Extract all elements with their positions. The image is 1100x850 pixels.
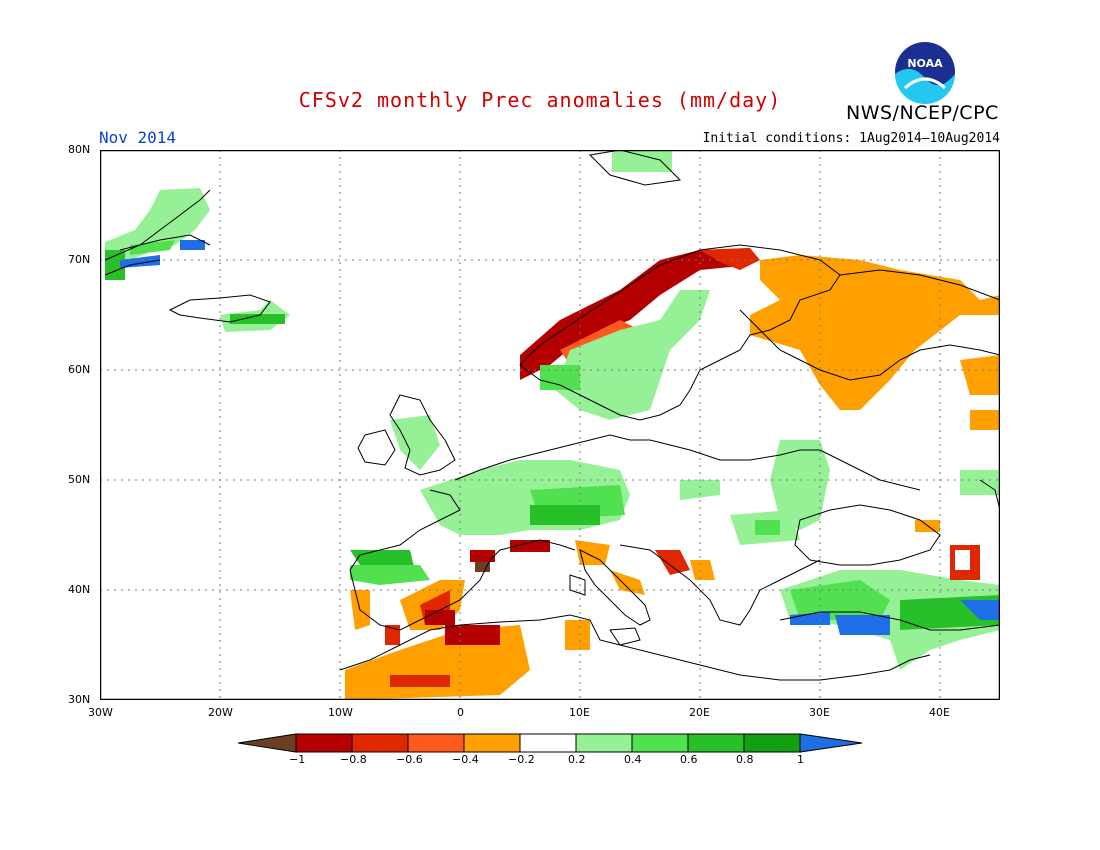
lon-label: 30W: [88, 706, 113, 719]
lon-label: 20W: [208, 706, 233, 719]
lat-label: 30N: [68, 693, 91, 706]
lon-label: 40E: [929, 706, 950, 719]
colorbar-swatch: [351, 733, 409, 753]
colorbar-label: −0.6: [396, 753, 423, 766]
colorbar-swatch: [463, 733, 521, 753]
lon-label: 10E: [569, 706, 590, 719]
coastlines: [104, 150, 1000, 681]
colorbar-label: −1: [289, 753, 306, 766]
noaa-logo: NOAA: [895, 42, 955, 104]
colorbar-label: −0.4: [452, 753, 479, 766]
anomaly-map: [100, 150, 1000, 700]
noaa-logo-text: NOAA: [907, 57, 943, 70]
colorbar-swatch: [687, 733, 745, 753]
colorbar-label: −0.2: [508, 753, 535, 766]
colorbar-label: 1: [797, 753, 804, 766]
lat-label: 60N: [68, 363, 91, 376]
lat-label: 50N: [68, 473, 91, 486]
colorbar-swatch: [519, 733, 577, 753]
colorbar-swatch: [799, 733, 863, 753]
colorbar-swatch: [575, 733, 633, 753]
colorbar-swatch: [407, 733, 465, 753]
lon-label: 30E: [809, 706, 830, 719]
map-title: CFSv2 monthly Prec anomalies (mm/day): [298, 88, 782, 112]
colorbar-label: 0.2: [568, 753, 586, 766]
colorbar-label: 0.8: [736, 753, 754, 766]
lat-label: 40N: [68, 583, 91, 596]
colorbar-swatch: [743, 733, 801, 753]
colorbar: [238, 733, 863, 753]
lon-label: 0: [457, 706, 464, 719]
colorbar-label: −0.8: [340, 753, 367, 766]
lat-label: 70N: [68, 253, 91, 266]
map-frame: [100, 150, 1000, 700]
colorbar-label: 0.4: [624, 753, 642, 766]
colorbar-swatch: [631, 733, 689, 753]
colorbar-swatch: [238, 733, 297, 753]
lon-label: 10W: [328, 706, 353, 719]
graticule: [100, 150, 1000, 700]
initial-conditions: Initial conditions: 1Aug2014–10Aug2014: [702, 131, 1000, 146]
lon-label: 20E: [689, 706, 710, 719]
colorbar-label: 0.6: [680, 753, 698, 766]
lat-label: 80N: [68, 143, 91, 156]
agency-label: NWS/NCEP/CPC: [846, 102, 999, 124]
colorbar-swatch: [295, 733, 353, 753]
forecast-month: Nov 2014: [99, 128, 177, 147]
